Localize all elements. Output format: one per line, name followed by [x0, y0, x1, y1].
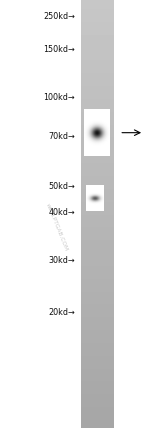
Text: 250kd→: 250kd→ — [43, 12, 75, 21]
Text: 20kd→: 20kd→ — [48, 308, 75, 317]
Text: www.PTGAB.COM: www.PTGAB.COM — [45, 202, 69, 252]
Text: 40kd→: 40kd→ — [48, 208, 75, 217]
Text: 150kd→: 150kd→ — [43, 45, 75, 54]
Text: 50kd→: 50kd→ — [48, 181, 75, 191]
Text: 100kd→: 100kd→ — [43, 93, 75, 102]
Text: 30kd→: 30kd→ — [48, 256, 75, 265]
Text: 70kd→: 70kd→ — [48, 131, 75, 141]
